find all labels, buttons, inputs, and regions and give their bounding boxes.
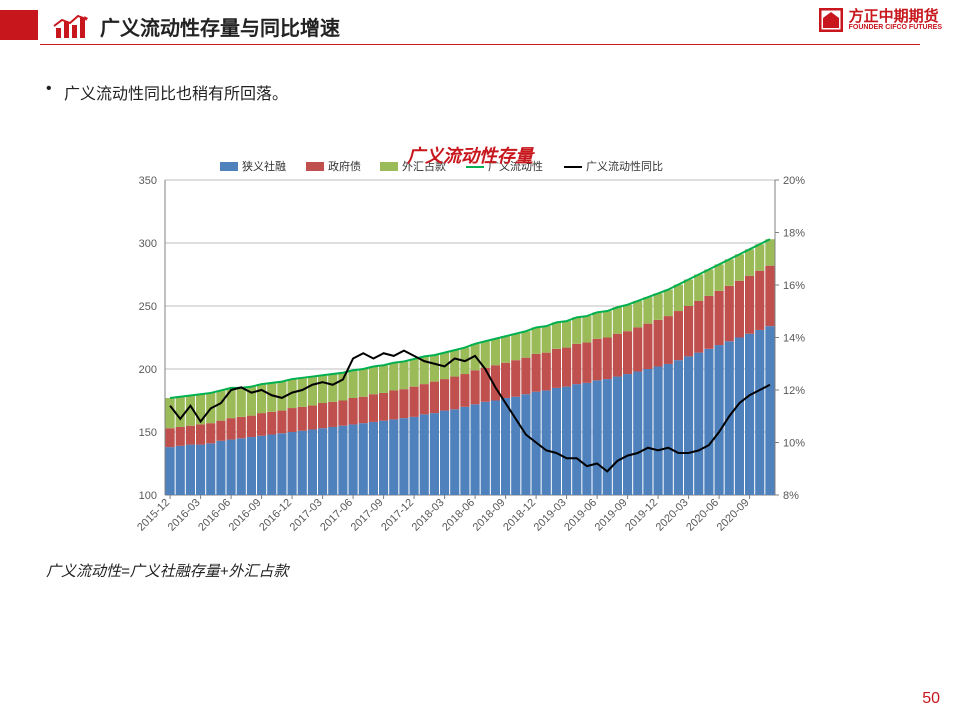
svg-text:2018-06: 2018-06 xyxy=(440,497,477,534)
chart-title: 广义流动性存量 xyxy=(120,142,820,168)
page-number: 50 xyxy=(922,690,940,708)
svg-text:2020-03: 2020-03 xyxy=(654,497,691,534)
brand-logo-cn: 方正中期期货 xyxy=(849,9,942,24)
svg-text:2017-03: 2017-03 xyxy=(288,497,325,534)
svg-text:2016-09: 2016-09 xyxy=(227,497,264,534)
svg-text:18%: 18% xyxy=(783,228,805,240)
svg-text:150: 150 xyxy=(139,427,157,439)
brand-logo-en: FOUNDER CIFCO FUTURES xyxy=(849,24,942,31)
bullet-text: 广义流动性同比也稍有所回落。 xyxy=(64,80,288,104)
chart-footnote: 广义流动性=广义社融存量+外汇占款 xyxy=(46,560,289,581)
chart-svg: 100 150 200 250 300 350 8% 10% 12% 14% 16% 18% 20% 20… xyxy=(120,140,820,560)
svg-text:2019-12: 2019-12 xyxy=(623,497,660,534)
svg-text:10%: 10% xyxy=(783,438,805,450)
svg-text:16%: 16% xyxy=(783,280,805,292)
svg-text:2020-09: 2020-09 xyxy=(715,497,752,534)
page-title: 广义流动性存量与同比增速 xyxy=(100,12,340,41)
svg-text:2018-12: 2018-12 xyxy=(501,497,538,534)
brand-logo: 方正中期期货 FOUNDER CIFCO FUTURES xyxy=(819,8,942,32)
svg-text:350: 350 xyxy=(139,175,157,187)
brand-logo-mark xyxy=(819,8,843,32)
svg-text:2016-12: 2016-12 xyxy=(257,497,294,534)
header-accent-block xyxy=(0,10,38,40)
svg-text:2017-12: 2017-12 xyxy=(379,497,416,534)
svg-text:2016-06: 2016-06 xyxy=(196,497,233,534)
svg-text:8%: 8% xyxy=(783,490,799,502)
svg-text:2019-09: 2019-09 xyxy=(593,497,630,534)
svg-text:2018-03: 2018-03 xyxy=(410,497,447,534)
svg-text:2018-09: 2018-09 xyxy=(471,497,508,534)
svg-text:2020-06: 2020-06 xyxy=(684,497,721,534)
svg-text:20%: 20% xyxy=(783,175,805,187)
svg-text:2019-03: 2019-03 xyxy=(532,497,569,534)
bullet-item: • 广义流动性同比也稍有所回落。 xyxy=(46,80,288,104)
svg-text:2017-06: 2017-06 xyxy=(318,497,355,534)
svg-text:12%: 12% xyxy=(783,385,805,397)
svg-text:300: 300 xyxy=(139,238,157,250)
liquidity-chart: 广义流动性存量 100 150 200 250 300 350 8% 10% 12% 14% 16%… xyxy=(120,140,820,560)
svg-text:2016-03: 2016-03 xyxy=(166,497,203,534)
header-rule xyxy=(40,44,920,45)
svg-text:2015-12: 2015-12 xyxy=(135,497,172,534)
svg-text:200: 200 xyxy=(139,364,157,376)
brand-logo-text: 方正中期期货 FOUNDER CIFCO FUTURES xyxy=(849,9,942,31)
svg-text:2017-09: 2017-09 xyxy=(349,497,386,534)
chart-icon xyxy=(50,10,90,40)
svg-text:100: 100 xyxy=(139,490,157,502)
bullet-dot: • xyxy=(46,80,64,98)
svg-text:14%: 14% xyxy=(783,333,805,345)
svg-text:250: 250 xyxy=(139,301,157,313)
svg-text:2019-06: 2019-06 xyxy=(562,497,599,534)
